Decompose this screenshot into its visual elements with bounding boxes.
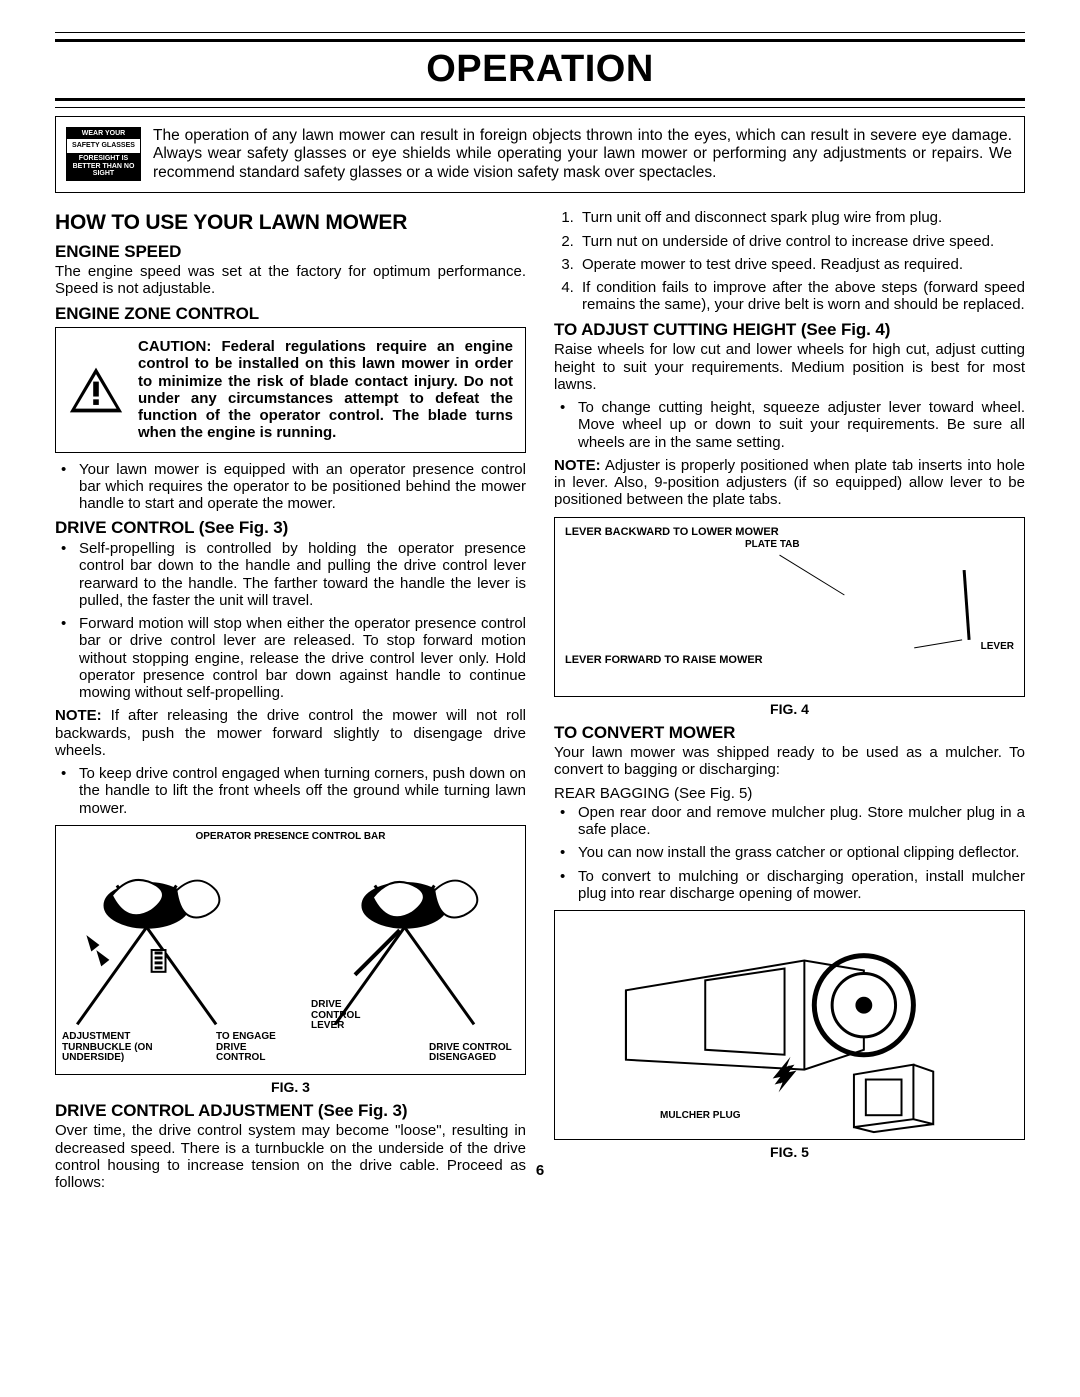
drive-control-adjustment-text: Over time, the drive control system may … <box>55 1122 526 1191</box>
step-3: Operate mower to test drive speed. Readj… <box>578 256 1025 273</box>
fig3-label-engage: TO ENGAGE DRIVE CONTROL <box>216 1032 286 1064</box>
caution-text: CAUTION: Federal regulations require an … <box>138 338 513 442</box>
step-4: If condition fails to improve after the … <box>578 279 1025 314</box>
badge-line-3: FORESIGHT IS BETTER THAN NO SIGHT <box>67 153 140 180</box>
fig4-lever-label: LEVER <box>981 641 1014 653</box>
page-number: 6 <box>536 1162 544 1179</box>
convert-bullet-3: To convert to mulching or discharging op… <box>554 868 1025 903</box>
page-title: OPERATION <box>55 48 1025 92</box>
convert-mower-heading: TO CONVERT MOWER <box>554 723 1025 743</box>
figure-4-illustration <box>565 540 1014 652</box>
rule-title-thin <box>55 107 1025 108</box>
figure-4-box: LEVER BACKWARD TO LOWER MOWER PLATE TAB … <box>554 517 1025 697</box>
engine-speed-heading: ENGINE SPEED <box>55 242 526 262</box>
rule-top-thin <box>55 32 1025 33</box>
drive-bullet-1: Self-propelling is controlled by holding… <box>55 540 526 609</box>
rule-title-thick <box>55 98 1025 101</box>
figure-5-caption: FIG. 5 <box>554 1144 1025 1160</box>
caution-box: CAUTION: Federal regulations require an … <box>55 327 526 453</box>
safety-warning-text: The operation of any lawn mower can resu… <box>153 127 1012 183</box>
figure-4-caption: FIG. 4 <box>554 701 1025 717</box>
warning-triangle-icon <box>68 365 124 415</box>
note-label-2: NOTE: <box>554 457 601 474</box>
cutting-bullet-1: To change cutting height, squeeze adjust… <box>554 399 1025 451</box>
fig4-top-label: LEVER BACKWARD TO LOWER MOWER <box>565 526 1014 539</box>
convert-bullet-2: You can now install the grass catcher or… <box>554 844 1025 861</box>
cutting-note-text: Adjuster is properly positioned when pla… <box>554 457 1025 509</box>
fig3-label-lever: DRIVE CONTROL LEVER <box>311 1000 381 1032</box>
engine-zone-control-heading: ENGINE ZONE CONTROL <box>55 304 526 324</box>
fig3-label-adj: ADJUSTMENT TURNBUCKLE (ON UNDERSIDE) <box>62 1032 162 1064</box>
cutting-note: NOTE: Adjuster is properly positioned wh… <box>554 457 1025 509</box>
drive-note-text: If after releasing the drive control the… <box>55 707 526 759</box>
figure-5-illustration <box>555 911 1024 1139</box>
step-2: Turn nut on underside of drive control t… <box>578 233 1025 250</box>
left-column: HOW TO USE YOUR LAWN MOWER ENGINE SPEED … <box>55 207 526 1197</box>
fig4-bottom-label: LEVER FORWARD TO RAISE MOWER <box>565 654 763 667</box>
drive-control-adjustment-heading: DRIVE CONTROL ADJUSTMENT (See Fig. 3) <box>55 1101 526 1121</box>
convert-bullet-1: Open rear door and remove mulcher plug. … <box>554 804 1025 839</box>
two-column-layout: HOW TO USE YOUR LAWN MOWER ENGINE SPEED … <box>55 207 1025 1197</box>
fig5-mulcher-label: MULCHER PLUG <box>660 1111 741 1122</box>
note-label: NOTE: <box>55 707 102 724</box>
badge-line-2: SAFETY GLASSES <box>67 139 140 153</box>
rule-top-thick <box>55 39 1025 42</box>
fig3-label-disengaged: DRIVE CONTROL DISENGAGED <box>429 1043 519 1064</box>
figure-3-caption: FIG. 3 <box>55 1079 526 1095</box>
drive-bullet-2: Forward motion will stop when either the… <box>55 615 526 701</box>
safety-glasses-badge: WEAR YOUR SAFETY GLASSES FORESIGHT IS BE… <box>66 127 141 181</box>
cutting-height-heading: TO ADJUST CUTTING HEIGHT (See Fig. 4) <box>554 320 1025 340</box>
adjustment-steps: Turn unit off and disconnect spark plug … <box>554 209 1025 313</box>
right-column: Turn unit off and disconnect spark plug … <box>554 207 1025 1197</box>
engine-speed-text: The engine speed was set at the factory … <box>55 263 526 298</box>
drive-note: NOTE: If after releasing the drive contr… <box>55 707 526 759</box>
how-to-use-heading: HOW TO USE YOUR LAWN MOWER <box>55 211 526 235</box>
drive-bullet-3: To keep drive control engaged when turni… <box>55 765 526 817</box>
badge-line-1: WEAR YOUR <box>67 128 140 140</box>
rear-bagging-label: REAR BAGGING (See Fig. 5) <box>554 785 1025 802</box>
ezc-bullet-1: Your lawn mower is equipped with an oper… <box>55 461 526 513</box>
safety-warning-box: WEAR YOUR SAFETY GLASSES FORESIGHT IS BE… <box>55 116 1025 194</box>
drive-control-heading: DRIVE CONTROL (See Fig. 3) <box>55 518 526 538</box>
figure-5-box: MULCHER PLUG <box>554 910 1025 1140</box>
cutting-height-text: Raise wheels for low cut and lower wheel… <box>554 341 1025 393</box>
fig3-label-top: OPERATOR PRESENCE CONTROL BAR <box>56 832 525 843</box>
figure-3-box: OPERATOR PRESENCE CONTROL BAR <box>55 825 526 1075</box>
step-1: Turn unit off and disconnect spark plug … <box>578 209 1025 226</box>
convert-mower-text: Your lawn mower was shipped ready to be … <box>554 744 1025 779</box>
